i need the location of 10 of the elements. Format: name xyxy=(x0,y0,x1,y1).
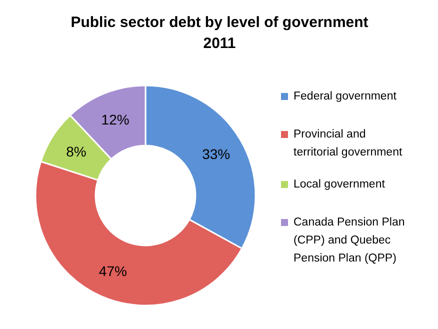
data-label: 12% xyxy=(101,111,130,128)
legend-label: Local government xyxy=(294,178,386,190)
legend-label: Federal government xyxy=(294,90,398,102)
legend-label: Provincial and territorial government xyxy=(294,128,403,158)
chart-subtitle: 2011 xyxy=(203,35,236,52)
data-label: 8% xyxy=(66,144,86,160)
data-label: 47% xyxy=(98,262,127,279)
legend-label: Canada Pension Plan (CPP) and Quebec Pension Plan (QPP) xyxy=(294,216,405,264)
data-label: 33% xyxy=(202,146,230,162)
chart-title: Public sector debt by level of government xyxy=(70,14,368,31)
